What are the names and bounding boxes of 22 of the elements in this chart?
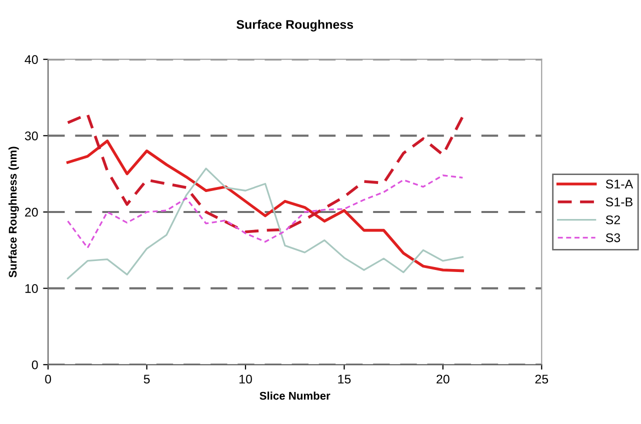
y-tick-label: 40	[24, 55, 38, 64]
x-tick-label: 25	[535, 374, 548, 384]
legend-label: S3	[606, 233, 620, 242]
y-tick-label: 0	[32, 360, 38, 370]
y-tick-label: 30	[24, 131, 38, 140]
x-tick-label: 0	[45, 374, 52, 384]
legend-label: S1-A	[606, 180, 634, 188]
legend-label: S2	[606, 215, 620, 224]
x-tick-label: 15	[338, 374, 351, 384]
legend-label: S1-B	[606, 198, 632, 206]
x-tick-label: 5	[144, 374, 150, 384]
x-tick-label: 20	[436, 374, 450, 384]
x-tick-label: 10	[240, 374, 252, 384]
x-axis-title: Slice Number	[260, 392, 330, 400]
line-series	[66, 168, 464, 280]
chart-title: Surface Roughness	[236, 20, 354, 32]
line-series	[66, 174, 464, 249]
line-series	[66, 112, 464, 234]
y-tick-label: 20	[25, 208, 38, 217]
y-axis-title: Surface Roughness (nm)	[8, 146, 19, 278]
line-series	[66, 140, 464, 272]
y-tick-label: 10	[25, 284, 38, 293]
